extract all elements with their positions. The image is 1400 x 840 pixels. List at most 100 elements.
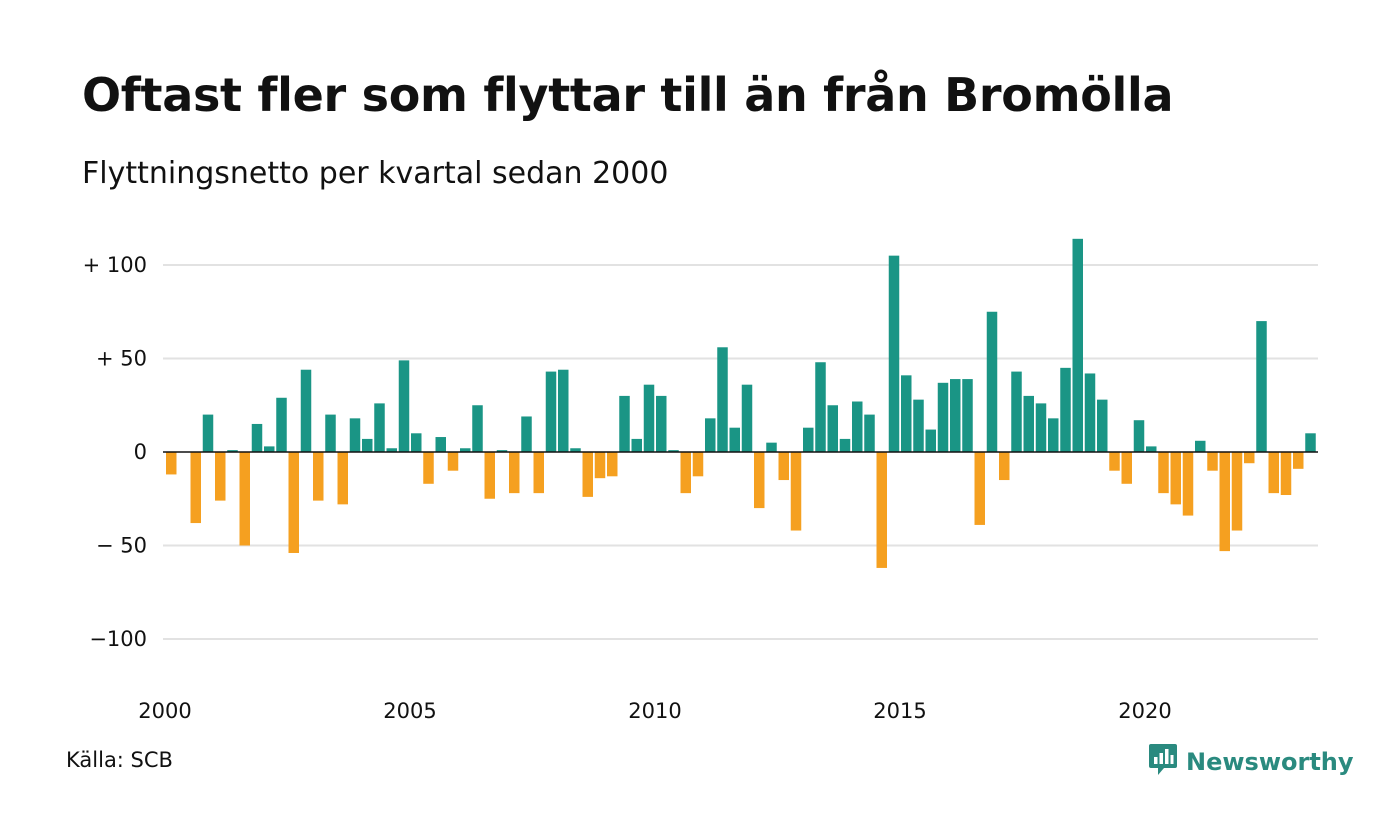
- bar-positive: [962, 379, 973, 452]
- bar-positive: [496, 450, 508, 452]
- chart-title: Oftast fler som flyttar till än från Bro…: [82, 68, 1174, 122]
- bar-positive: [827, 405, 838, 452]
- bar-positive: [276, 397, 287, 452]
- bar-negative: [313, 452, 324, 501]
- y-axis-ticks: + 100 + 50 0 − 50 −100: [83, 253, 147, 651]
- bar-positive: [717, 347, 728, 452]
- x-tick-label: 2020: [1118, 699, 1171, 723]
- bar-positive: [864, 414, 875, 452]
- source-note: Källa: SCB: [66, 748, 173, 772]
- bar-negative: [1231, 452, 1243, 531]
- bar-positive: [374, 403, 385, 452]
- y-tick-label: + 50: [96, 347, 147, 371]
- bar-negative: [509, 452, 520, 494]
- bar-negative: [166, 452, 177, 475]
- bar-positive: [950, 379, 961, 452]
- bar-positive: [631, 438, 642, 452]
- bar-positive: [643, 384, 655, 452]
- brand-name: Newsworthy: [1186, 748, 1354, 776]
- bar-positive: [913, 399, 924, 452]
- bar-positive: [521, 416, 532, 452]
- bar-negative: [692, 452, 704, 477]
- bar-negative: [1268, 452, 1279, 494]
- bar-negative: [680, 452, 691, 494]
- bar-negative: [239, 452, 250, 546]
- bar-positive: [741, 384, 753, 452]
- bar-positive: [1048, 418, 1059, 452]
- bar-positive: [545, 371, 557, 452]
- bar-positive: [1035, 403, 1047, 452]
- bar-negative: [288, 452, 299, 553]
- x-tick-label: 2010: [628, 699, 681, 723]
- bar-negative: [778, 452, 789, 481]
- x-axis-ticks: 2000 2005 2010 2015 2020: [138, 699, 1171, 723]
- bar-positive: [852, 401, 863, 452]
- bar-positive: [901, 375, 912, 452]
- y-tick-label: 0: [134, 440, 147, 464]
- bar-positive: [619, 395, 630, 452]
- bar-negative: [1182, 452, 1194, 516]
- bar-negative: [1170, 452, 1181, 505]
- bar-positive: [558, 369, 569, 452]
- bar-positive: [570, 448, 581, 452]
- y-tick-label: −100: [89, 627, 147, 651]
- bar-positive: [349, 418, 361, 452]
- bar-negative: [447, 452, 459, 471]
- bar-positive: [362, 438, 373, 452]
- bar-negative: [484, 452, 495, 499]
- bar-negative: [533, 452, 544, 494]
- bar-negative: [876, 452, 887, 568]
- bar-positive: [1195, 440, 1206, 452]
- bar-negative: [1121, 452, 1132, 484]
- grid-lines: [163, 264, 1318, 640]
- bar-negative: [1244, 452, 1255, 464]
- bar-positive: [386, 448, 397, 452]
- bar-positive: [251, 423, 263, 452]
- bars: [166, 238, 1316, 568]
- bar-positive: [668, 450, 679, 452]
- x-tick-label: 2015: [873, 699, 926, 723]
- bar-negative: [337, 452, 348, 505]
- bar-positive: [227, 450, 238, 452]
- bar-positive: [729, 427, 740, 452]
- bar-positive: [472, 405, 483, 452]
- bar-negative: [754, 452, 765, 509]
- x-tick-label: 2005: [383, 699, 436, 723]
- bar-negative: [1219, 452, 1230, 552]
- bar-positive: [1305, 433, 1316, 452]
- bar-positive: [300, 369, 312, 452]
- bar-positive: [803, 427, 814, 452]
- y-tick-label: + 100: [83, 253, 147, 277]
- bar-positive: [1011, 371, 1022, 452]
- bar-negative: [594, 452, 606, 479]
- bar-negative: [1280, 452, 1292, 496]
- x-tick-label: 2000: [138, 699, 191, 723]
- bar-positive: [986, 311, 998, 452]
- bar-positive: [815, 362, 826, 452]
- brand-logo[interactable]: Newsworthy: [1148, 742, 1354, 782]
- bar-positive: [1146, 446, 1157, 452]
- bar-positive: [325, 414, 336, 452]
- bar-negative: [999, 452, 1010, 481]
- bar-negative: [423, 452, 434, 484]
- bar-positive: [460, 448, 471, 452]
- bar-negative: [1158, 452, 1169, 494]
- newsworthy-logo-icon: [1148, 742, 1178, 782]
- bar-positive: [656, 395, 667, 452]
- bar-positive: [1097, 399, 1108, 452]
- bar-positive: [1023, 395, 1034, 452]
- chart-subtitle: Flyttningsnetto per kvartal sedan 2000: [82, 156, 669, 191]
- bar-positive: [705, 418, 716, 452]
- bar-negative: [582, 452, 593, 497]
- bar-positive: [435, 437, 446, 452]
- bar-positive: [888, 255, 900, 452]
- bar-chart: + 100 + 50 0 − 50 −100 2000 2005 2010 2015 2020: [83, 238, 1318, 723]
- bar-positive: [1060, 367, 1071, 452]
- bar-positive: [1084, 373, 1096, 452]
- bar-negative: [607, 452, 618, 477]
- bar-negative: [790, 452, 802, 531]
- bar-positive: [202, 414, 214, 452]
- bar-positive: [264, 446, 275, 452]
- bar-negative: [974, 452, 985, 525]
- bar-positive: [398, 360, 410, 452]
